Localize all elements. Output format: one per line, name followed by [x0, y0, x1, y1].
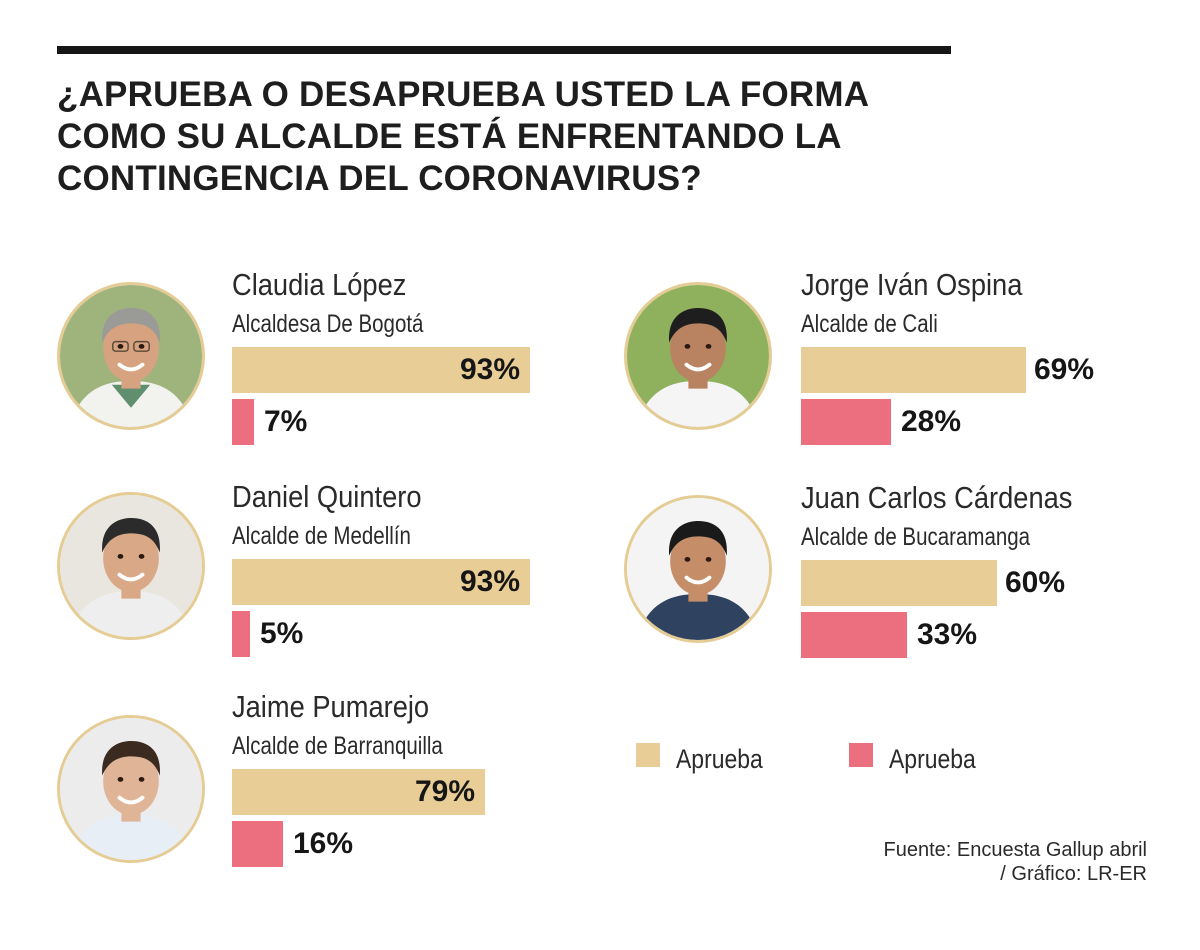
value-label-approve: 69%	[1034, 353, 1095, 386]
source-line-2: / Gráfico: LR-ER	[1000, 863, 1147, 885]
mayor-panel: Claudia López Alcaldesa De Bogotá 93% 7%	[57, 268, 617, 468]
source-line-1: Fuente: Encuesta Gallup abril	[883, 839, 1148, 861]
title-line-3: CONTINGENCIA DEL CORONAVIRUS?	[57, 159, 702, 198]
mayor-role: Alcalde de Bucaramanga	[801, 523, 1031, 551]
chart-title: ¿APRUEBA O DESAPRUEBA USTED LA FORMA COM…	[57, 74, 957, 200]
bar-approve	[801, 560, 997, 606]
value-label-approve: 60%	[1005, 566, 1066, 599]
mayor-panel: Jorge Iván Ospina Alcalde de Cali 69% 28%	[624, 268, 1184, 468]
mayor-panel: Juan Carlos Cárdenas Alcalde de Bucaraman…	[624, 481, 1184, 681]
bar-disapprove	[232, 611, 250, 657]
value-label-disapprove: 33%	[917, 618, 978, 651]
value-label-disapprove: 16%	[293, 827, 354, 860]
mayor-name: Daniel Quintero	[232, 479, 422, 514]
mayor-name: Jaime Pumarejo	[232, 689, 430, 724]
title-line-2: COMO SU ALCALDE ESTÁ ENFRENTANDO LA	[57, 117, 842, 156]
mayor-name: Jorge Iván Ospina	[801, 267, 1023, 302]
value-label-disapprove: 7%	[264, 405, 308, 438]
value-label-disapprove: 28%	[901, 405, 962, 438]
top-rule	[57, 46, 951, 54]
title-line-1: ¿APRUEBA O DESAPRUEBA USTED LA FORMA	[57, 75, 870, 114]
bar-disapprove	[801, 399, 891, 445]
bar-approve	[232, 769, 485, 815]
legend-swatch-approve	[636, 743, 660, 767]
mayor-role: Alcalde de Medellín	[232, 522, 411, 550]
bar-approve	[232, 347, 530, 393]
legend-label-disapprove: Aprueba	[889, 744, 976, 774]
source-note: Fuente: Encuesta Gallup abril / Gráfico:…	[884, 838, 1148, 886]
mayor-photo	[57, 492, 205, 640]
mayor-name: Claudia López	[232, 267, 407, 302]
bar-disapprove	[232, 399, 254, 445]
mayor-photo	[57, 282, 205, 430]
mayor-role: Alcaldesa De Bogotá	[232, 310, 424, 338]
mayor-panel: Jaime Pumarejo Alcalde de Barranquilla 79%…	[57, 690, 617, 890]
legend-label-approve: Aprueba	[676, 744, 763, 774]
mayor-role: Alcalde de Barranquilla	[232, 732, 443, 760]
legend-swatch-disapprove	[849, 743, 873, 767]
mayor-photo	[624, 495, 772, 643]
mayor-photo	[624, 282, 772, 430]
mayor-role: Alcalde de Cali	[801, 310, 938, 338]
value-label-approve: 93%	[459, 565, 520, 598]
value-label-disapprove: 5%	[260, 617, 304, 650]
bar-disapprove	[232, 821, 283, 867]
bar-approve	[232, 559, 530, 605]
value-label-approve: 93%	[459, 353, 520, 386]
mayor-panel: Daniel Quintero Alcalde de Medellín 93% 5%	[57, 480, 617, 680]
mayor-name: Juan Carlos Cárdenas	[801, 480, 1073, 515]
bar-approve	[801, 347, 1026, 393]
bar-disapprove	[801, 612, 907, 658]
value-label-approve: 79%	[414, 775, 475, 808]
mayor-photo	[57, 715, 205, 863]
